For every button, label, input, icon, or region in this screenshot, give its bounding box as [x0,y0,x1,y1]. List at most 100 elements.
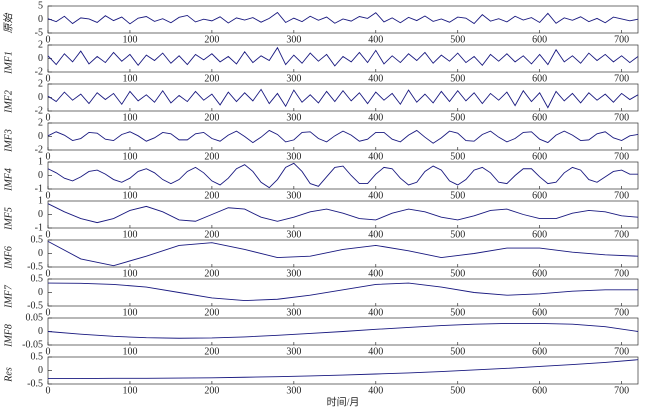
x-tick-label: 400 [368,112,383,123]
y-tick-label: 2 [38,39,43,50]
y-tick-label: 0 [38,14,43,25]
x-tick-label: 300 [286,190,301,201]
signal-line [47,46,639,67]
signal-line [47,11,639,25]
signal-line [47,240,639,267]
x-tick-label: 700 [614,268,629,279]
y-tick-label: 0.5 [31,273,44,284]
x-tick-label: 600 [532,190,547,201]
x-tick-label: 100 [122,73,137,84]
x-tick-label: 600 [532,34,547,45]
x-tick-label: 300 [286,307,301,318]
axes-frame [47,83,639,112]
x-tick-label: 500 [450,268,465,279]
x-tick-label: 300 [286,346,301,357]
x-tick-label: 200 [204,268,219,279]
axes-frame [47,44,639,73]
y-axis-label: IMF8 [3,324,14,348]
x-tick-label: 700 [614,73,629,84]
x-tick-label: 200 [204,190,219,201]
y-axis-label: IMF4 [3,168,14,192]
y-tick-label: -2 [35,105,43,116]
axes-frame [47,200,639,229]
x-tick-label: 100 [122,268,137,279]
y-tick-label: -1 [35,183,43,194]
y-tick-label: -0.5 [27,300,43,311]
y-tick-label: 5 [38,0,43,11]
x-tick-label: 500 [450,190,465,201]
y-tick-label: 0 [38,131,43,142]
axes-frame [47,122,639,151]
signal-line [47,129,639,144]
y-axis-label: IMF3 [3,129,14,153]
signal-line [47,322,639,339]
x-tick-label: 600 [532,346,547,357]
y-tick-label: 0 [38,248,43,259]
x-tick-label: 100 [122,385,137,396]
y-tick-label: 1 [38,195,43,206]
x-tick-label: 600 [532,73,547,84]
x-tick-label: 700 [614,385,629,396]
y-tick-label: -5 [35,27,43,38]
y-tick-label: 0.5 [31,351,44,362]
x-tick-label: 600 [532,151,547,162]
signal-line [47,282,638,302]
x-tick-label: 100 [122,229,137,240]
y-tick-label: 0 [38,326,43,337]
x-tick-label: 600 [532,268,547,279]
x-tick-label: 0 [46,34,51,45]
x-tick-label: 400 [368,307,383,318]
x-tick-label: 700 [614,190,629,201]
signal-line [48,359,639,380]
x-tick-label: 700 [614,229,629,240]
x-tick-label: 500 [450,34,465,45]
x-tick-label: 0 [46,385,51,396]
x-axis-label: 时间/月 [327,395,360,408]
y-tick-label: -2 [35,144,43,155]
x-tick-label: 700 [614,151,629,162]
x-tick-label: 400 [368,229,383,240]
x-tick-label: 100 [122,307,137,318]
x-tick-label: 300 [286,34,301,45]
x-tick-label: 100 [122,346,137,357]
x-tick-label: 600 [532,229,547,240]
x-tick-label: 200 [204,229,219,240]
x-tick-label: 300 [286,112,301,123]
x-tick-label: 200 [204,34,219,45]
x-tick-label: 500 [450,151,465,162]
x-tick-label: 100 [122,112,137,123]
y-tick-label: 2 [38,78,43,89]
y-axis-label: IMF6 [3,246,14,270]
x-tick-label: 0 [46,190,51,201]
x-tick-label: 0 [46,346,51,357]
y-tick-label: -0.5 [27,378,43,389]
x-tick-label: 100 [122,151,137,162]
x-tick-label: 700 [614,346,629,357]
x-tick-label: 300 [286,268,301,279]
y-tick-label: 0.05 [26,312,44,323]
x-tick-label: 400 [368,151,383,162]
x-tick-label: 0 [46,112,51,123]
x-tick-label: 700 [614,307,629,318]
x-tick-label: 200 [204,151,219,162]
y-tick-label: 0 [38,209,43,220]
x-tick-label: 700 [614,112,629,123]
x-tick-label: 400 [368,34,383,45]
x-tick-label: 300 [286,229,301,240]
x-tick-label: 300 [286,73,301,84]
x-tick-label: 0 [46,229,51,240]
axes-frame [47,278,639,307]
y-axis-label: IMF1 [3,51,14,75]
x-tick-label: 200 [204,112,219,123]
y-tick-label: 0 [38,365,43,376]
y-tick-label: 0 [38,92,43,103]
y-tick-label: -1 [35,222,43,233]
signal-line [47,162,638,189]
x-tick-label: 500 [450,229,465,240]
x-tick-label: 400 [368,385,383,396]
x-tick-label: 400 [368,73,383,84]
x-tick-label: 600 [532,112,547,123]
x-tick-label: 600 [532,385,547,396]
y-tick-label: -2 [35,66,43,77]
